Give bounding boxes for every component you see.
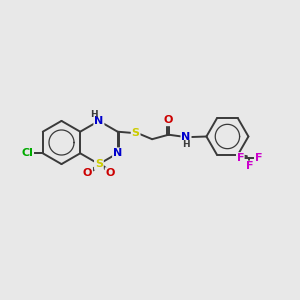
Text: N: N [182, 132, 190, 142]
Text: F: F [255, 153, 262, 163]
Text: S: S [95, 159, 103, 169]
Text: O: O [83, 168, 92, 178]
Text: S: S [132, 128, 140, 138]
Text: F: F [246, 161, 253, 171]
Text: N: N [113, 148, 122, 158]
Text: H: H [90, 110, 97, 119]
Text: O: O [106, 168, 115, 178]
Text: Cl: Cl [21, 148, 33, 158]
Text: F: F [237, 153, 244, 163]
Text: N: N [94, 116, 104, 126]
Text: O: O [164, 115, 173, 125]
Text: H: H [182, 140, 190, 149]
